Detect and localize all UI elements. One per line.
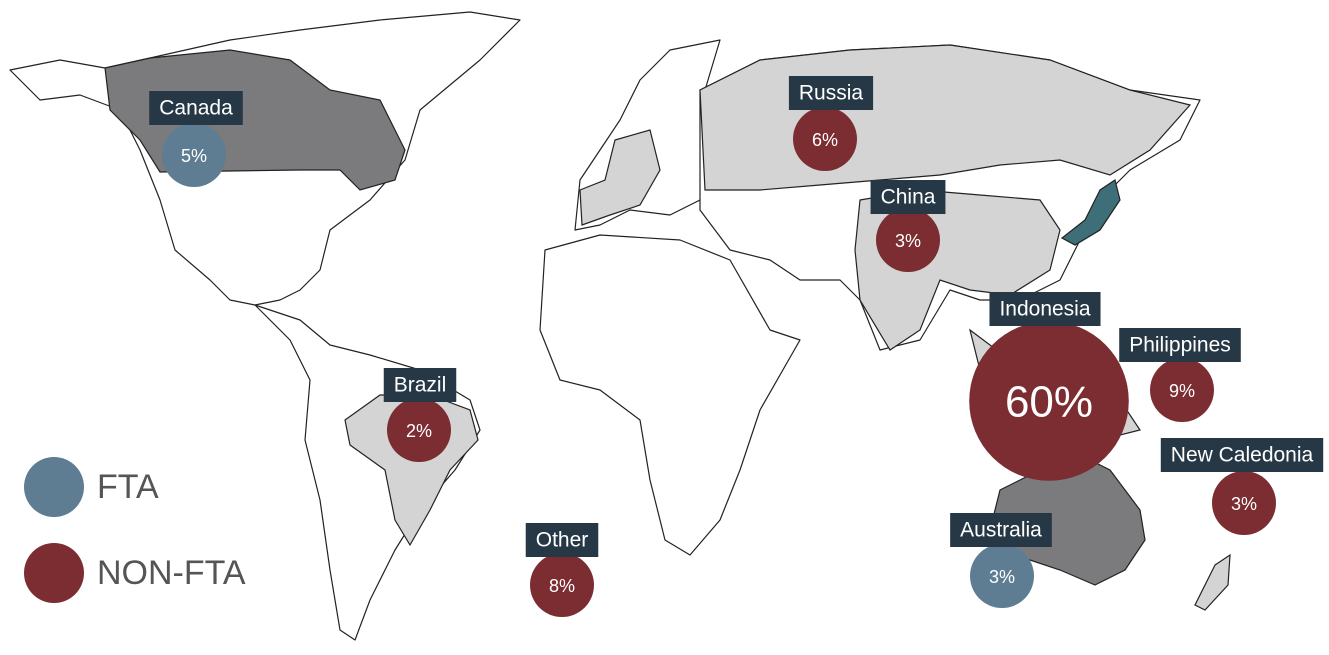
bubble [530,553,594,617]
bubble [970,544,1034,608]
bubble [162,123,226,187]
region-name: New Caledonia [1171,444,1314,467]
value-label: 5% [181,146,207,166]
legend-label: FTA [97,468,159,506]
value-label: 3% [1231,494,1257,514]
region-name: Other [536,529,589,552]
value-label: 3% [895,231,921,251]
africa [539,234,801,556]
bubble [793,107,857,171]
value-label: 3% [989,567,1015,587]
europe-region [579,129,661,226]
markers: 5% Canada 6% Russia 3% China 60% Indonesia 9% Phi… [149,76,1324,617]
japan [1060,179,1121,246]
russia-region [699,44,1192,191]
region-name: Indonesia [999,298,1090,321]
name-box [788,76,874,110]
value-label: 8% [549,576,575,596]
new-zealand [1194,553,1231,611]
bubble [387,398,451,462]
name-box [525,523,599,557]
legend-swatch [24,457,84,517]
name-box [870,180,946,214]
name-box [383,368,457,402]
name-box [1160,438,1324,472]
region-name: Canada [159,97,233,120]
value-label: 2% [406,421,432,441]
region-name: Russia [799,82,864,105]
region-name: China [881,186,936,209]
region-name: Philippines [1129,334,1231,357]
legend: FTA NON-FTA [24,457,246,603]
region-name: Australia [960,519,1042,542]
value-label: 9% [1169,381,1195,401]
bubble [1212,471,1276,535]
name-box [1119,328,1241,362]
value-label: 6% [812,130,838,150]
name-box [149,91,243,125]
name-box [950,513,1052,547]
name-box [989,292,1101,326]
value-label: 60% [1005,378,1093,427]
bubble [1150,358,1214,422]
legend-label: NON-FTA [97,554,246,592]
bubble [876,208,940,272]
legend-swatch [24,543,84,603]
bubble [969,321,1129,481]
region-name: Brazil [394,374,447,397]
